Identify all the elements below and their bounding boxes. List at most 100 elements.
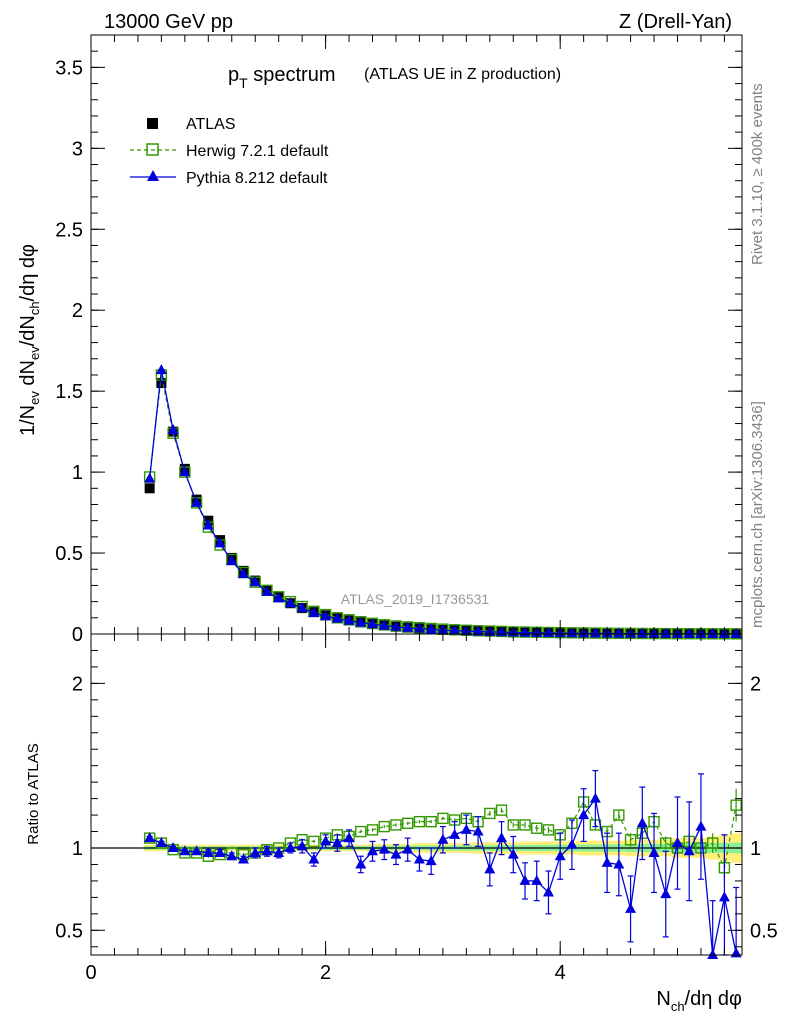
pythia-ratio-point	[507, 848, 519, 859]
ratio-ytick-label-right: 0.5	[750, 920, 778, 942]
pythia-point	[191, 496, 203, 507]
pythia-point	[284, 597, 296, 608]
ratio-ytick-label-left: 1	[72, 838, 83, 860]
herwig-ratio-point	[531, 822, 543, 834]
pythia-point	[179, 466, 191, 477]
pythia-point	[542, 627, 554, 638]
herwig-ratio-point	[542, 824, 555, 836]
top-ytick-label: 0.5	[55, 543, 83, 565]
herwig-ratio-point	[413, 815, 426, 828]
analysis-watermark: ATLAS_2019_I1736531	[341, 591, 490, 607]
pythia-ratio-point	[425, 855, 437, 866]
pythia-ratio-point	[320, 835, 332, 846]
pythia-ratio-point	[144, 832, 156, 843]
pythia-ratio-point	[437, 833, 449, 844]
ratio-ytick-label-right: 1	[750, 838, 761, 860]
pythia-point	[226, 555, 238, 566]
xtick-label: 2	[320, 962, 331, 984]
pythia-point	[402, 621, 414, 632]
herwig-ratio-point	[519, 819, 531, 831]
pythia-ratio-point	[191, 845, 203, 856]
pythia-point	[472, 625, 484, 636]
pythia-ratio-point	[237, 853, 249, 864]
rivet-label: Rivet 3.1.10, ≥ 400k events	[749, 83, 766, 265]
legend-atlas-marker	[147, 118, 158, 129]
pythia-point	[331, 612, 343, 623]
herwig-ratio-point	[366, 824, 379, 836]
ratio-ylabel: Ratio to ATLAS	[25, 743, 42, 844]
legend-pythia-label: Pythia 8.212 default	[186, 170, 328, 187]
pythia-point	[589, 627, 601, 638]
top-ytick-label: 3	[72, 138, 83, 160]
pythia-ratio-point	[367, 845, 379, 856]
pythia-point	[425, 623, 437, 634]
pythia-ratio-point	[261, 845, 273, 856]
pythia-ratio-point	[226, 850, 238, 861]
herwig-ratio-point	[613, 809, 625, 821]
pythia-ratio-point	[167, 842, 179, 852]
header-right-label: Z (Drell-Yan)	[619, 11, 732, 33]
pythia-ratio-point	[718, 891, 730, 902]
pythia-point	[660, 627, 672, 638]
pythia-point	[144, 472, 156, 483]
pythia-ratio-point	[249, 846, 261, 857]
herwig-ratio-point	[308, 835, 320, 848]
pythia-point	[237, 568, 249, 579]
xtick-label: 4	[555, 962, 566, 984]
pythia-ratio-point	[531, 874, 543, 885]
pythia-ratio-point	[179, 845, 191, 856]
herwig-ratio-point	[624, 834, 637, 846]
pythia-ratio-point	[695, 820, 707, 831]
pythia-point	[296, 602, 308, 613]
header-left-label: 13000 GeV pp	[104, 11, 233, 33]
ratio-frame	[90, 633, 743, 956]
pythia-point	[261, 585, 273, 596]
pythia-ratio-point	[496, 832, 508, 843]
herwig-ratio-point	[437, 812, 449, 825]
ratio-ytick-label-left: 2	[72, 673, 83, 695]
pythia-ratio-point	[472, 825, 484, 836]
pythia-ratio-point	[355, 858, 367, 869]
pythia-ratio-point	[589, 792, 601, 803]
title-sub: T	[239, 75, 248, 91]
pythia-point	[320, 610, 332, 621]
pythia-ratio-point	[296, 840, 308, 851]
pythia-point	[449, 624, 461, 635]
pythia-ratio-point	[554, 850, 566, 861]
top-ytick-label: 0	[72, 624, 83, 646]
herwig-ratio-point	[378, 820, 390, 833]
pythia-point	[367, 618, 379, 629]
pythia-ratio-point	[413, 853, 425, 864]
pythia-ratio-point	[449, 828, 461, 839]
pythia-point	[378, 619, 390, 630]
pythia-ratio-point	[660, 888, 672, 899]
pythia-point	[355, 616, 367, 627]
top-ytick-label: 1.5	[55, 381, 83, 403]
top-ytick-label: 2	[72, 300, 83, 322]
pythia-ratio-point	[542, 886, 554, 897]
ratio-plot-axes: 0.5 0.5 1 1 2 2 0 2 4	[55, 633, 778, 984]
pythia-ratio-point	[636, 817, 648, 828]
herwig-ratio-point	[495, 804, 508, 816]
pythia-point	[566, 627, 578, 638]
pythia-point	[249, 576, 261, 587]
pythia-ratio-point	[613, 858, 625, 869]
legend-herwig-marker	[146, 143, 159, 156]
top-ytick-label: 3.5	[55, 57, 83, 79]
pythia-ratio-point	[484, 863, 496, 874]
xtick-label: 0	[85, 962, 96, 984]
pythia-ratio-point	[625, 902, 637, 913]
herwig-ratio-point	[402, 817, 414, 830]
pythia-point	[636, 627, 648, 638]
pythia-ratio-point	[155, 837, 167, 848]
pythia-ratio-point	[566, 838, 578, 849]
pythia-point	[155, 364, 167, 375]
pythia-point	[613, 627, 625, 638]
herwig-ratio-point	[425, 815, 437, 828]
plot-title-small: (ATLAS UE in Z production)	[364, 66, 561, 83]
pythia-point	[308, 606, 320, 617]
ratio-ytick-label-left: 0.5	[55, 920, 83, 942]
pythia-ratio-point	[683, 845, 695, 856]
pythia-ratio-point	[378, 843, 390, 854]
